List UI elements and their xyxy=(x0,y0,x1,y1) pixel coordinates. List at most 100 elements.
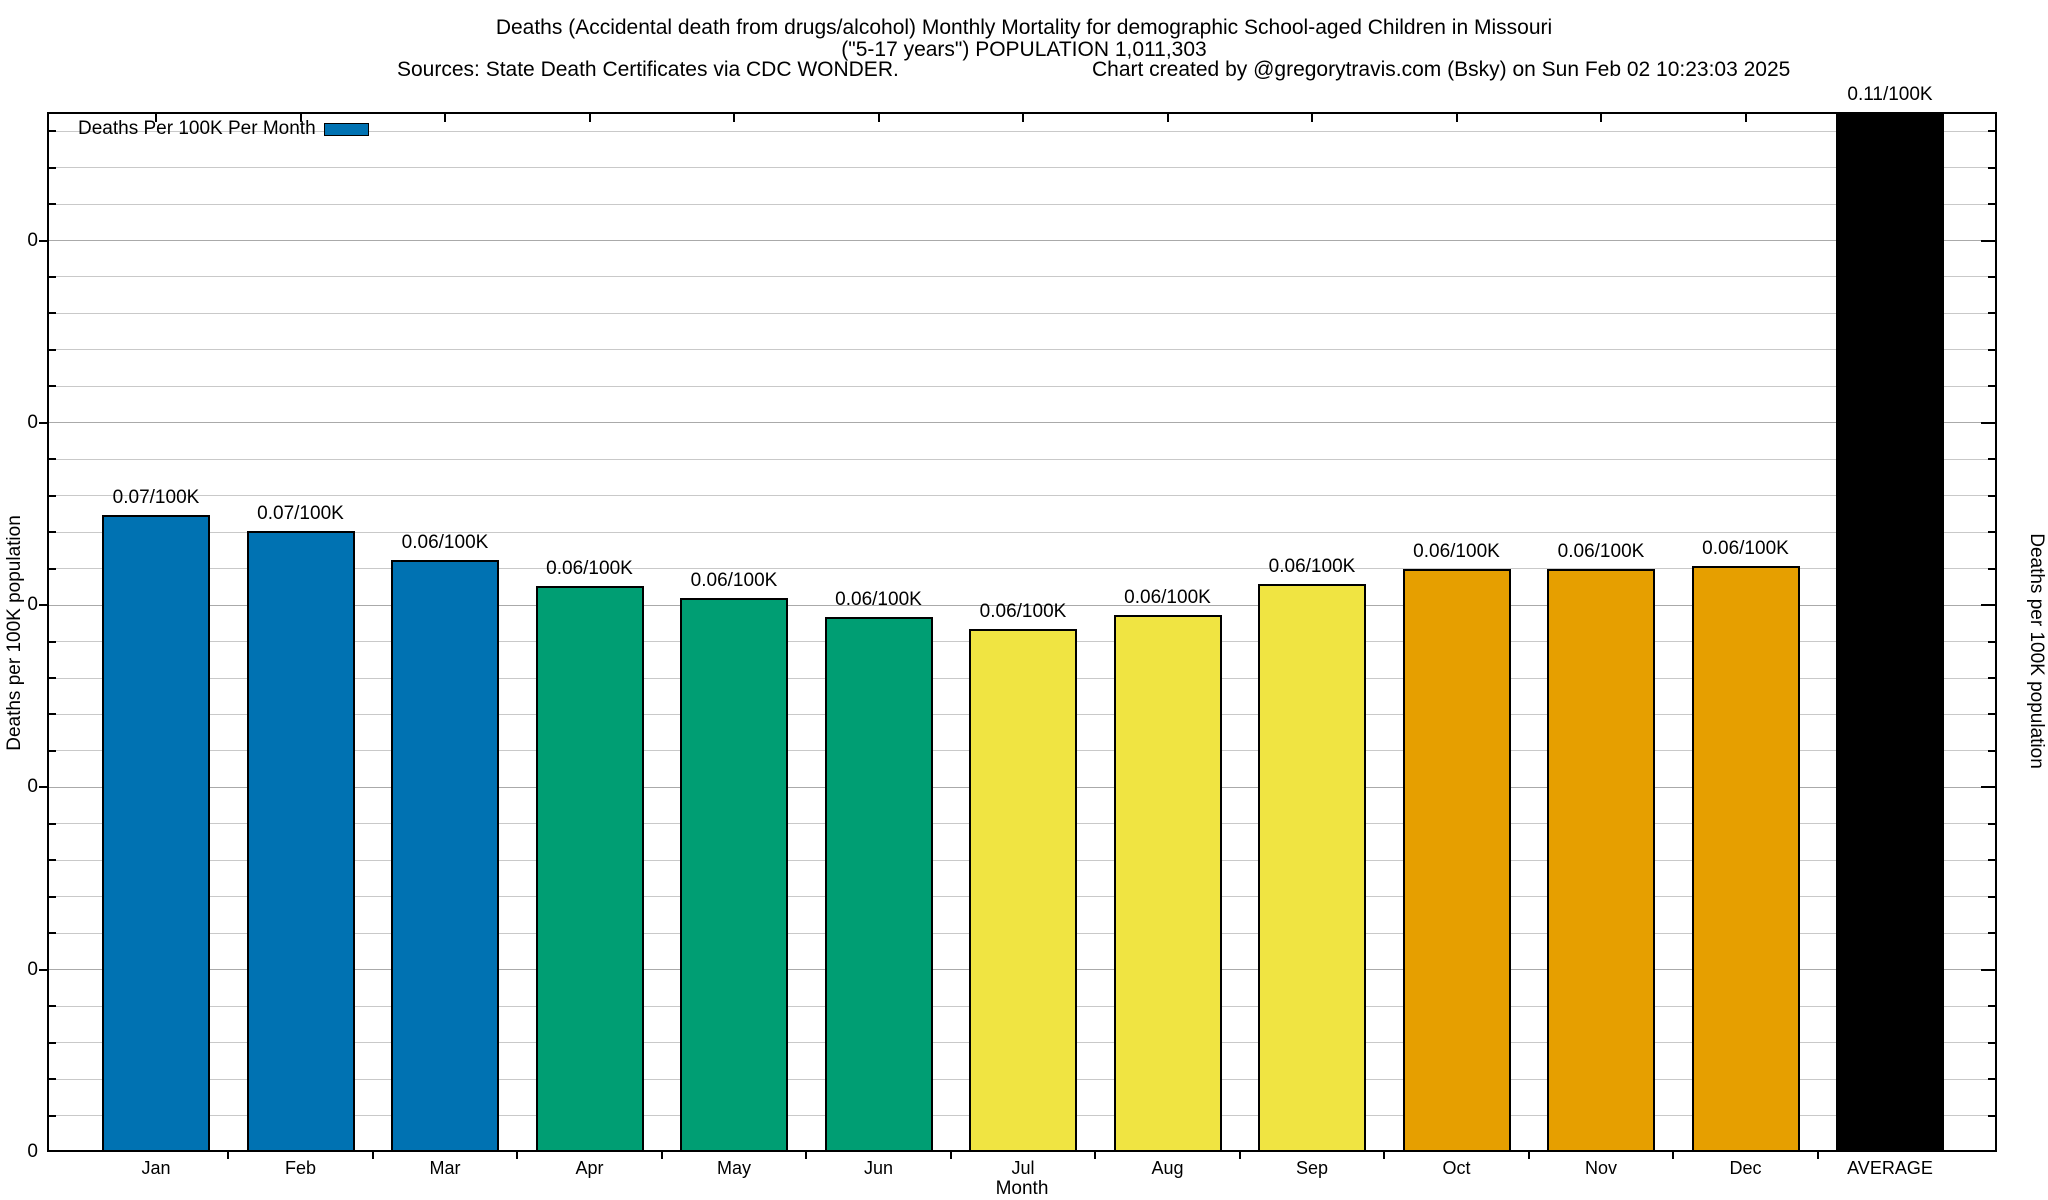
y-minor-tick xyxy=(49,677,56,680)
bar-value-label: 0.06/100K xyxy=(1124,587,1211,609)
bar-value-label: 0.06/100K xyxy=(1413,540,1500,562)
bar-value-label: 0.11/100K xyxy=(1847,84,1933,105)
x-tick-label: Nov xyxy=(1584,1158,1617,1178)
x2-tick xyxy=(1600,114,1602,122)
x-boundary-tick xyxy=(371,1152,374,1159)
x2-tick xyxy=(877,114,880,122)
y2-minor-tick xyxy=(1988,677,1995,680)
minor-gridline xyxy=(49,276,1995,278)
x-tick-label: Apr xyxy=(575,1158,604,1178)
y2-minor-tick xyxy=(1988,895,1995,898)
x-tick-label: AVERAGE xyxy=(1847,1158,1933,1178)
x-boundary-tick xyxy=(227,1152,230,1159)
x2-tick xyxy=(1889,114,1891,122)
y-minor-tick xyxy=(49,348,56,351)
bar-jun xyxy=(824,616,933,1152)
y-minor-tick xyxy=(49,859,56,862)
sources-note: Sources: State Death Certificates via CD… xyxy=(397,58,899,81)
legend-label: Deaths Per 100K Per Month xyxy=(78,118,316,139)
x2-tick xyxy=(155,114,157,122)
y2-minor-tick xyxy=(1988,458,1995,461)
legend-color-swatch xyxy=(323,122,369,136)
y2-minor-tick xyxy=(1988,494,1995,497)
x-boundary-tick xyxy=(1672,1152,1675,1159)
y-major-tick xyxy=(39,968,47,971)
x2-tick xyxy=(1166,114,1169,122)
x2-tick xyxy=(299,114,302,122)
x-boundary-tick xyxy=(1094,1152,1097,1159)
x-boundary-tick xyxy=(1816,1152,1819,1159)
y-minor-tick xyxy=(49,567,56,570)
y2-major-tick xyxy=(1981,421,1995,424)
bar-sep xyxy=(1258,584,1366,1152)
x-axis-label: Month xyxy=(995,1178,1049,1199)
y-minor-tick xyxy=(49,895,56,898)
y-tick-label: 0 xyxy=(27,229,38,251)
y-minor-tick xyxy=(49,385,56,388)
y-minor-tick xyxy=(49,1005,56,1008)
x-tick-label: Feb xyxy=(284,1158,317,1178)
credit-note: Chart created by @gregorytravis.com (Bsk… xyxy=(1092,58,1791,81)
bar-oct xyxy=(1402,568,1511,1152)
x-tick-label: Jan xyxy=(141,1158,171,1178)
bar-value-label: 0.06/100K xyxy=(546,557,633,579)
bar-value-label: 0.06/100K xyxy=(835,588,922,610)
major-gridline xyxy=(49,604,1995,606)
y2-minor-tick xyxy=(1988,1078,1995,1081)
y2-minor-tick xyxy=(1988,932,1995,935)
minor-gridline xyxy=(49,458,1995,460)
y2-major-tick xyxy=(1981,786,1995,789)
y2-major-tick xyxy=(1981,968,1995,971)
y2-minor-tick xyxy=(1988,640,1995,643)
y-minor-tick xyxy=(49,166,56,169)
bar-value-label: 0.06/100K xyxy=(979,600,1067,622)
y-major-tick xyxy=(39,421,47,424)
x-boundary-tick xyxy=(660,1152,663,1159)
y2-minor-tick xyxy=(1988,859,1995,862)
bar-jan xyxy=(102,514,210,1152)
y-minor-tick xyxy=(49,640,56,643)
bar-nov xyxy=(1547,568,1655,1152)
y-minor-tick xyxy=(49,458,56,461)
y-tick-label: 0 xyxy=(27,411,38,433)
bar-value-label: 0.06/100K xyxy=(401,532,489,554)
x-boundary-tick xyxy=(1527,1152,1530,1159)
minor-gridline xyxy=(49,312,1995,314)
x-boundary-tick xyxy=(516,1152,519,1159)
x2-tick xyxy=(733,114,735,122)
x2-tick xyxy=(588,114,591,122)
y-axis-label-right: Deaths per 100K population xyxy=(2026,533,2047,769)
y-minor-tick xyxy=(49,822,56,825)
y2-minor-tick xyxy=(1988,567,1995,570)
x-boundary-tick xyxy=(805,1152,808,1159)
bar-value-label: 0.06/100K xyxy=(690,569,778,591)
minor-gridline xyxy=(49,531,1995,533)
x-tick-label: Jul xyxy=(1011,1158,1035,1178)
y2-major-tick xyxy=(1981,239,1995,242)
x-tick-label: Sep xyxy=(1295,1158,1329,1178)
y-tick-label: 0 xyxy=(27,776,38,798)
y-minor-tick xyxy=(49,932,56,935)
x2-tick xyxy=(444,114,446,122)
minor-gridline xyxy=(49,385,1995,387)
x2-tick xyxy=(1455,114,1458,122)
bar-apr xyxy=(535,585,644,1152)
x-tick-label: Oct xyxy=(1442,1158,1471,1178)
bar-aug xyxy=(1113,615,1222,1152)
bar-value-label: 0.06/100K xyxy=(1268,556,1356,578)
y2-minor-tick xyxy=(1988,822,1995,825)
chart-title-line1: Deaths (Accidental death from drugs/alco… xyxy=(495,16,1553,39)
y2-minor-tick xyxy=(1988,275,1995,278)
minor-gridline xyxy=(49,349,1995,351)
y-major-tick xyxy=(39,239,47,242)
x2-tick xyxy=(1022,114,1024,122)
y-minor-tick xyxy=(49,1078,56,1081)
bar-dec xyxy=(1691,565,1800,1152)
minor-gridline xyxy=(49,130,1995,132)
y2-minor-tick xyxy=(1988,348,1995,351)
y-axis-label-left: Deaths per 100K population xyxy=(4,515,25,751)
y-minor-tick xyxy=(49,713,56,716)
bar-average xyxy=(1836,112,1944,1152)
x-tick-label: May xyxy=(716,1158,751,1178)
x-tick-label: Dec xyxy=(1729,1158,1762,1178)
